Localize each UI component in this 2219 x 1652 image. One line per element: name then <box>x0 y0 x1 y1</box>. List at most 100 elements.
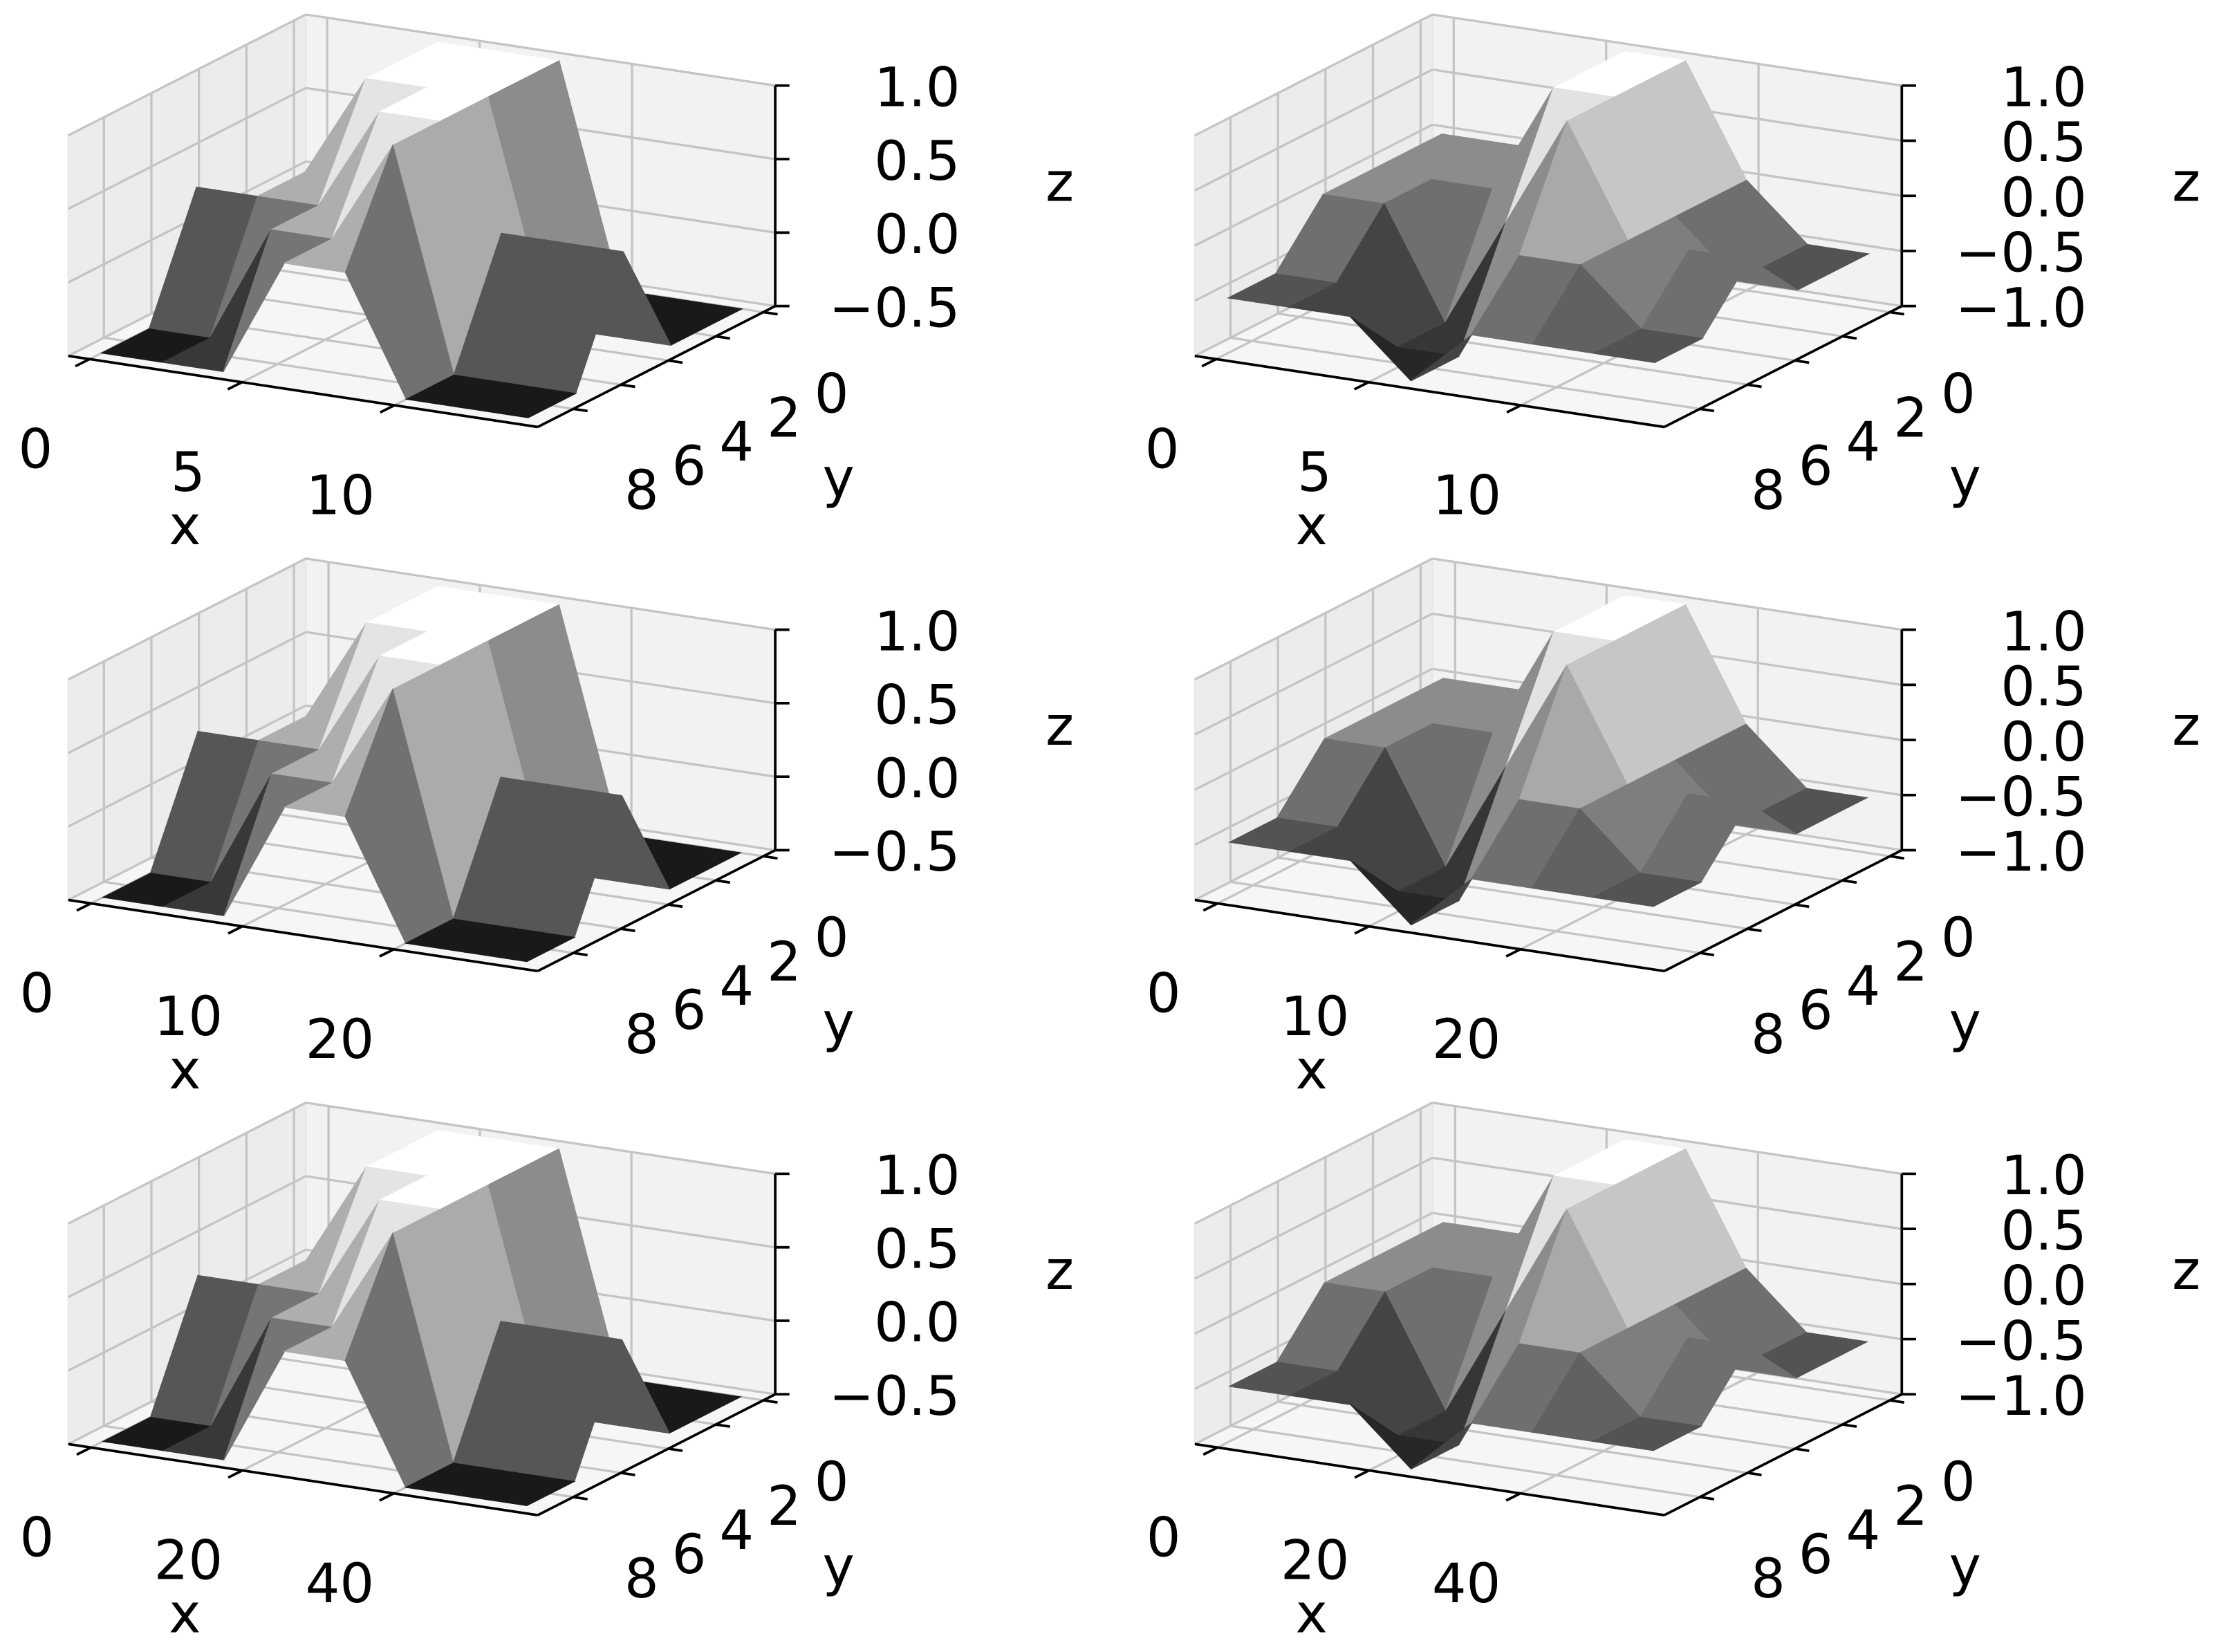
y-tick-label: 4 <box>719 1499 754 1562</box>
grid-line <box>67 631 307 754</box>
grid-line <box>1194 1212 1433 1335</box>
grid-line <box>67 1175 307 1299</box>
grid-line <box>1432 557 1902 631</box>
x-tick-label: 0 <box>1145 418 1180 481</box>
tick-mark <box>763 310 778 316</box>
z-tick-label: 0.0 <box>874 203 960 266</box>
x-axis <box>1194 1442 1665 1516</box>
tick-mark <box>573 407 588 413</box>
x-tick-label: 20 <box>306 1008 374 1071</box>
grid-line <box>306 557 776 631</box>
x-tick-label: 0 <box>19 418 53 481</box>
z-tick-label: −0.5 <box>829 277 960 340</box>
tick-mark <box>573 1496 588 1501</box>
grid-line <box>1230 336 1700 410</box>
z-tick-label: −0.5 <box>829 1365 960 1428</box>
tick-mark <box>715 335 731 340</box>
y-axis-label: y <box>822 1535 854 1598</box>
tick-mark <box>1354 925 1370 935</box>
grid-line <box>1277 856 1748 930</box>
tick-mark <box>668 1447 683 1452</box>
grid-line <box>1194 68 1433 192</box>
tick-mark <box>1203 902 1218 912</box>
y-tick-label: 6 <box>1799 435 1833 498</box>
y-tick-label: 4 <box>719 411 754 474</box>
z-tick-label: 0.5 <box>2000 1200 2086 1263</box>
tick-mark <box>1747 383 1762 389</box>
tick-mark <box>76 902 92 912</box>
grid-line <box>67 557 307 681</box>
tick-mark <box>379 1492 395 1502</box>
tick-mark <box>1700 407 1715 413</box>
tick-mark <box>228 925 243 935</box>
x-axis-label: x <box>1295 494 1327 557</box>
z-tick-label: 1.0 <box>2000 600 2086 663</box>
y-tick-label: 6 <box>1799 979 1833 1042</box>
grid-line <box>1194 667 1433 791</box>
y-tick-label: 8 <box>1751 1003 1785 1066</box>
grid-line <box>1194 13 1433 137</box>
tick-mark <box>379 404 396 414</box>
grid-line <box>306 1101 776 1176</box>
grid-line <box>1194 1156 1433 1280</box>
tick-mark <box>1353 381 1370 391</box>
tick-mark <box>1794 1447 1810 1452</box>
grid-line <box>1277 312 1748 386</box>
y-tick-label: 4 <box>719 955 754 1018</box>
grid-line <box>1432 13 1902 87</box>
x-axis-label: x <box>1295 1583 1327 1646</box>
tick-mark <box>227 381 243 391</box>
z-tick-label: 0.5 <box>874 674 960 737</box>
z-tick-label: 0.5 <box>2000 656 2086 718</box>
z-tick-label: 0.0 <box>2000 1255 2086 1318</box>
y-axis <box>537 1393 776 1516</box>
y-axis-label: y <box>1949 447 1981 510</box>
tick-mark <box>1842 335 1857 340</box>
z-tick-label: −0.5 <box>829 821 960 884</box>
tick-mark <box>76 1446 92 1456</box>
tick-mark <box>1747 927 1762 933</box>
tick-mark <box>573 952 588 957</box>
x-axis <box>1194 898 1665 973</box>
x-tick-label: 20 <box>1432 1008 1501 1071</box>
x-tick-label: 10 <box>1433 464 1501 527</box>
y-tick-label: 2 <box>1893 387 1928 449</box>
y-tick-label: 6 <box>1799 1523 1833 1586</box>
surface-patch <box>1591 873 1702 907</box>
y-axis <box>1663 848 1903 972</box>
tick-mark <box>1889 310 1904 316</box>
z-tick-label: 0.0 <box>874 748 960 810</box>
y-axis-label: y <box>822 991 854 1054</box>
y-axis <box>1663 304 1903 429</box>
y-tick-label: 0 <box>1941 907 1976 969</box>
grid-line <box>67 86 307 210</box>
tick-mark <box>668 359 683 364</box>
x-tick-label: 5 <box>171 441 205 504</box>
y-axis <box>1663 1393 1903 1516</box>
z-tick-label: −0.5 <box>1956 765 2087 828</box>
z-tick-label: −0.5 <box>1956 1310 2087 1373</box>
z-tick-label: 0.0 <box>2000 711 2086 774</box>
x-tick-label: 0 <box>20 963 55 1025</box>
tick-mark <box>75 358 91 368</box>
tick-mark <box>1794 359 1810 364</box>
z-tick-label: 1.0 <box>2000 57 2086 120</box>
z-tick-label: 0.5 <box>874 130 960 193</box>
z-tick-label: 0.0 <box>874 1292 960 1355</box>
x-axis-label: x <box>169 494 201 557</box>
x-axis <box>68 1442 538 1516</box>
z-tick-label: 1.0 <box>874 57 960 120</box>
x-tick-label: 20 <box>154 1530 223 1593</box>
tick-mark <box>1700 952 1715 957</box>
z-tick-label: 0.5 <box>2000 111 2086 174</box>
x-tick-label: 10 <box>154 985 223 1048</box>
z-axis-label: z <box>2172 1239 2200 1302</box>
z-axis-label: z <box>1046 151 1074 214</box>
z-tick-label: 0.5 <box>874 1218 960 1281</box>
y-tick-label: 8 <box>624 1003 659 1066</box>
y-tick-label: 2 <box>1893 1475 1928 1538</box>
y-tick-label: 2 <box>1893 931 1928 994</box>
tick-mark <box>1842 879 1857 884</box>
grid-line <box>1432 1101 1902 1176</box>
y-axis-label: y <box>1949 1535 1981 1598</box>
